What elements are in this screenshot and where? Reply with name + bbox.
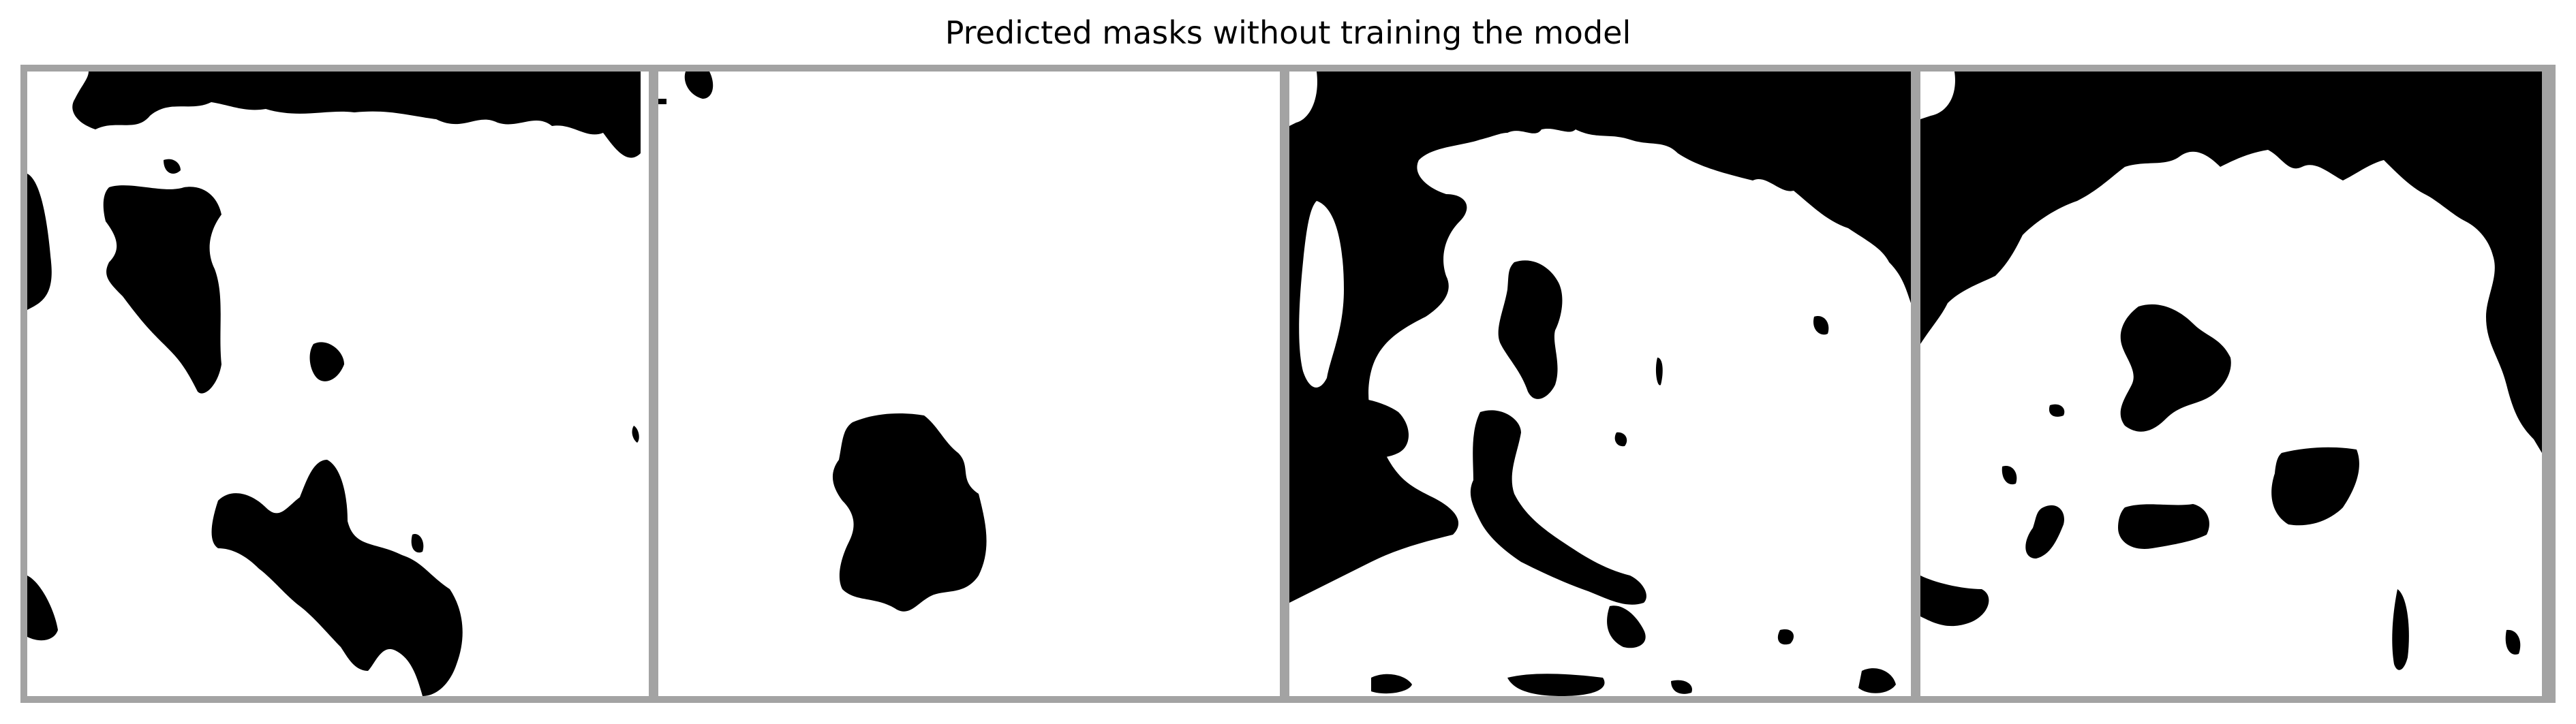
mask-panel-1 bbox=[27, 72, 649, 696]
figure-title: Predicted masks without training the mod… bbox=[945, 14, 1631, 51]
mask-panel-3 bbox=[1289, 72, 1911, 696]
mask-grid bbox=[20, 65, 2556, 703]
mask-image-4 bbox=[1920, 72, 2542, 696]
mask-image-1 bbox=[27, 72, 649, 696]
mask-image-3 bbox=[1289, 72, 1911, 696]
mask-panel-4 bbox=[1920, 72, 2542, 696]
mask-image-2 bbox=[658, 72, 1280, 696]
mask-panel-2 bbox=[658, 72, 1280, 696]
